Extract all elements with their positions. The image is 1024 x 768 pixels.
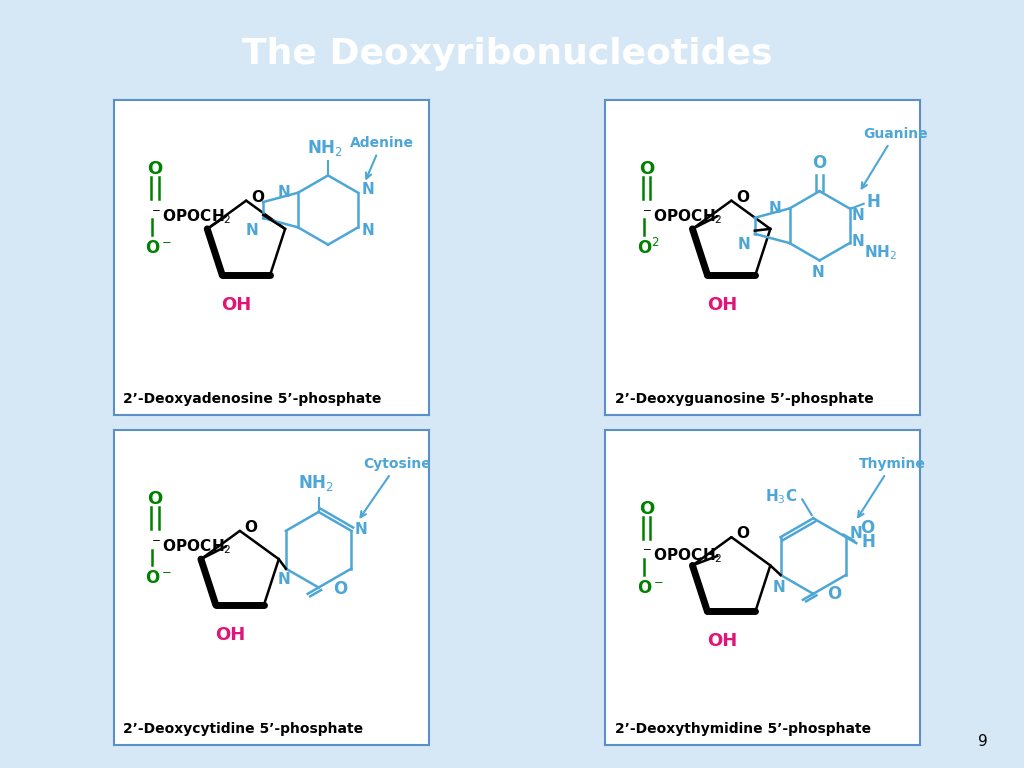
Text: N: N [278,185,290,200]
Text: $^-$OPOCH$_2$: $^-$OPOCH$_2$ [640,207,723,226]
Text: O: O [333,580,347,598]
Text: OH: OH [215,626,246,644]
Text: O: O [245,520,258,535]
Text: O$^-$: O$^-$ [637,578,664,597]
Text: N: N [851,234,864,249]
Text: O$^-$: O$^-$ [145,239,172,257]
Text: NH$_2$: NH$_2$ [863,243,897,262]
Text: OH: OH [707,632,737,650]
Text: 2’-Deoxyguanosine 5’-phosphate: 2’-Deoxyguanosine 5’-phosphate [614,392,873,406]
Text: N: N [361,182,374,197]
Text: $^-$OPOCH$_2$: $^-$OPOCH$_2$ [640,547,723,565]
Text: O: O [639,160,654,178]
Text: H: H [867,194,881,211]
Text: N: N [355,521,368,537]
Text: OH: OH [221,296,252,313]
Text: O: O [812,154,826,172]
Text: N: N [812,265,824,280]
Text: O: O [736,190,750,205]
Text: $^-$OPOCH$_2$: $^-$OPOCH$_2$ [148,538,231,556]
Text: N: N [769,201,781,216]
Text: N: N [849,527,862,541]
Text: O: O [827,584,842,603]
Text: N: N [851,208,864,223]
Text: O: O [147,490,163,508]
Text: H: H [862,533,876,551]
Text: The Deoxyribonucleotides: The Deoxyribonucleotides [242,37,772,71]
Text: 2’-Deoxythymidine 5’-phosphate: 2’-Deoxythymidine 5’-phosphate [614,722,871,737]
Text: NH$_2$: NH$_2$ [298,473,334,493]
Text: NH$_2$: NH$_2$ [307,138,343,158]
Text: Guanine: Guanine [861,127,928,188]
Text: N: N [737,237,750,252]
Text: Cytosine: Cytosine [360,457,431,517]
Text: 2’-Deoxycytidine 5’-phosphate: 2’-Deoxycytidine 5’-phosphate [123,722,364,737]
Text: OH: OH [707,296,737,313]
Text: 9: 9 [978,733,988,749]
Text: O$^-$: O$^-$ [145,569,172,587]
Text: O: O [251,190,264,205]
Text: Thymine: Thymine [858,457,926,517]
Text: O: O [736,527,750,541]
Text: $^-$OPOCH$_2$: $^-$OPOCH$_2$ [148,207,231,226]
Text: N: N [772,580,785,594]
Text: O: O [639,500,654,518]
Text: O$^2$: O$^2$ [637,238,659,258]
Text: O: O [147,160,163,178]
Text: N: N [278,571,291,587]
Text: H$_3$C: H$_3$C [765,487,798,505]
Text: Adenine: Adenine [349,136,414,179]
Text: N: N [246,223,258,238]
Text: O: O [860,518,874,537]
Text: 2’-Deoxyadenosine 5’-phosphate: 2’-Deoxyadenosine 5’-phosphate [123,392,382,406]
Text: N: N [361,223,374,238]
